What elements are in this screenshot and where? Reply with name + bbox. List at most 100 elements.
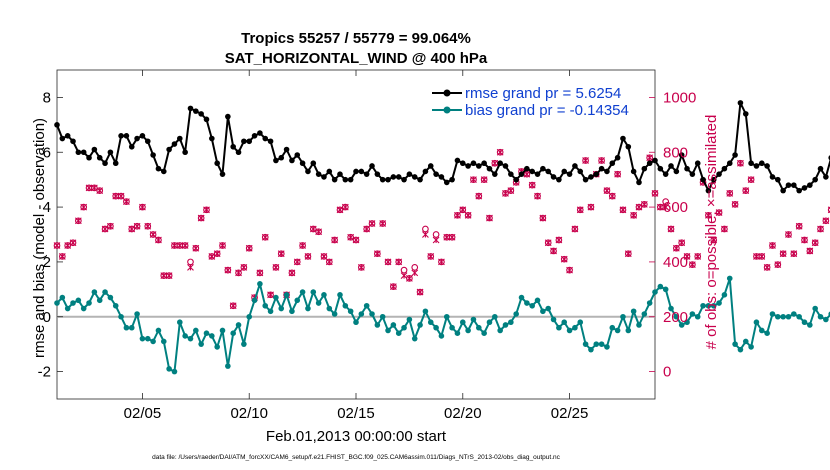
obs-assimilated-marker: [101, 225, 109, 233]
rmse-point: [246, 138, 253, 145]
obs-assimilated-marker: [341, 203, 349, 211]
bias-point: [246, 313, 253, 320]
bias-point: [497, 327, 503, 334]
rmse-point: [652, 157, 658, 164]
obs-assimilated-marker: [662, 203, 670, 211]
obs-assimilated-marker: [544, 239, 552, 247]
bias-point: [678, 322, 685, 328]
bias-point: [401, 324, 407, 331]
rmse-point: [716, 171, 722, 177]
bias-point: [433, 324, 439, 331]
obs-assimilated-marker: [571, 225, 579, 233]
obs-assimilated-marker: [336, 206, 344, 214]
obs-assimilated-marker: [149, 231, 157, 238]
bias-point: [753, 319, 760, 326]
legend: rmse grand pr = 5.6254 bias grand pr = -…: [432, 85, 629, 119]
rmse-point: [700, 176, 706, 183]
rmse-point: [566, 171, 573, 177]
bias-point: [406, 316, 413, 323]
bias-point: [459, 319, 466, 326]
bias-point: [358, 311, 365, 317]
bias-point: [764, 330, 770, 337]
rmse-point: [395, 174, 402, 180]
obs-assimilated-marker: [309, 225, 317, 233]
obs-assimilated-marker: [357, 264, 365, 271]
obs-assimilated-marker: [747, 176, 755, 184]
rmse-point: [390, 174, 397, 180]
obs-assimilated-marker: [587, 203, 595, 211]
bias-point: [652, 289, 658, 295]
bias-point: [123, 324, 130, 331]
plot-area: [56, 69, 656, 400]
rmse-point: [225, 113, 231, 120]
bias-point: [96, 297, 103, 304]
rmse-point: [780, 187, 786, 194]
bias-point: [187, 335, 194, 342]
bias-point: [641, 311, 648, 317]
right-y-tick-label: 200: [663, 309, 688, 326]
obs-assimilated-marker: [176, 242, 184, 249]
bias-point: [625, 327, 632, 334]
rmse-point: [753, 163, 760, 169]
bias-point: [604, 344, 610, 350]
bias-point: [203, 330, 210, 337]
bias-point: [166, 366, 172, 372]
bias-point: [86, 300, 92, 306]
obs-assimilated-marker: [133, 222, 141, 230]
bias-point: [289, 308, 295, 315]
rmse-point: [561, 168, 568, 175]
bias-point: [630, 308, 637, 315]
obs-assimilated-marker: [550, 247, 557, 255]
rmse-point: [817, 165, 824, 172]
rmse-point: [299, 160, 306, 167]
rmse-point: [807, 182, 813, 188]
bias-point: [342, 302, 349, 309]
obs-assimilated-marker: [224, 266, 232, 274]
rmse-point: [646, 160, 653, 167]
bias-point: [107, 294, 114, 301]
rmse-point: [155, 165, 162, 172]
bias-point: [310, 289, 317, 295]
bias-point: [75, 297, 82, 304]
rmse-point: [630, 168, 637, 175]
obs-assimilated-marker: [769, 242, 776, 249]
obs-assimilated-marker: [705, 211, 712, 219]
obs-assimilated-marker: [646, 154, 654, 162]
obs-assimilated-marker: [635, 203, 643, 211]
obs-assimilated-marker: [454, 211, 461, 219]
bias-point: [550, 316, 557, 323]
obs-assimilated-marker: [576, 206, 584, 214]
rmse-point: [257, 130, 263, 136]
bias-point: [427, 319, 434, 326]
bias-point: [305, 305, 311, 312]
bias-point: [150, 338, 156, 345]
rmse-point: [86, 154, 92, 161]
rmse-point: [427, 163, 434, 169]
rmse-point: [310, 160, 317, 167]
bias-point: [91, 289, 98, 295]
rmse-point: [673, 168, 680, 175]
bias-point: [128, 324, 135, 331]
obs-assimilated-marker: [656, 203, 664, 211]
bias-point: [315, 300, 322, 306]
bias-point: [337, 292, 343, 298]
obs-assimilated-marker: [753, 253, 760, 260]
obs-assimilated-marker: [560, 255, 568, 263]
bias-point: [262, 302, 269, 309]
obs-assimilated-marker: [710, 236, 718, 244]
obs-assimilated-marker: [672, 244, 680, 252]
rmse-point: [518, 171, 525, 177]
bias-point: [449, 324, 455, 331]
obs-assimilated-marker: [678, 239, 686, 247]
rmse-point: [769, 174, 776, 180]
obs-assimilated-marker: [187, 264, 194, 271]
obs-assimilated-marker: [203, 206, 210, 214]
rmse-point: [118, 133, 124, 139]
rmse-point: [59, 135, 66, 142]
bias-point: [347, 308, 354, 315]
obs-assimilated-marker: [58, 253, 66, 260]
rmse-point: [150, 152, 156, 158]
rmse-point: [187, 105, 194, 112]
obs-assimilated-marker: [213, 250, 221, 258]
obs-assimilated-marker: [197, 214, 205, 222]
